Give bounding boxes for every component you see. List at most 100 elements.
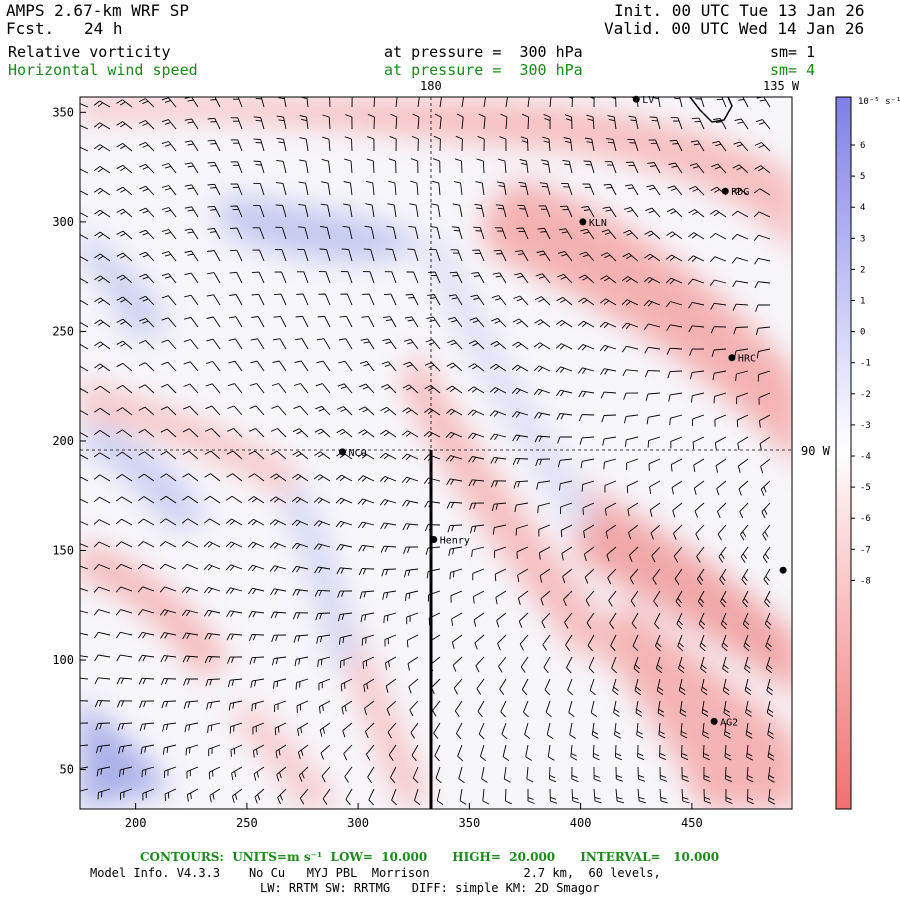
wind-barb [314, 428, 331, 438]
wind-barb [746, 766, 754, 783]
wind-barb [139, 295, 155, 306]
wind-barb [116, 143, 133, 152]
wind-barb [564, 114, 573, 130]
wind-barb [80, 632, 89, 636]
wind-barb [94, 407, 111, 416]
wind-barb [753, 234, 771, 241]
forecast-hours: 24 h [84, 19, 123, 38]
wind-barb [358, 568, 375, 576]
wind-barb [161, 97, 177, 108]
wind-barb [161, 700, 177, 709]
wind-barb [537, 502, 551, 514]
wind-barb [450, 249, 463, 262]
wind-barb [581, 206, 595, 218]
wind-barb [476, 678, 485, 695]
wind-barb [475, 656, 485, 673]
wind-barb [608, 590, 617, 607]
wind-barb [613, 700, 620, 717]
wind-barb [658, 722, 666, 739]
wind-barb [493, 249, 507, 262]
wind-barb [513, 480, 529, 489]
wind-barb [623, 414, 639, 424]
y-tick-label: 350 [52, 105, 74, 119]
wind-barb [292, 428, 309, 438]
contour-info: CONTOURS: UNITS=m s⁻¹ LOW= 10.000 HIGH= … [140, 850, 720, 864]
wind-barb [474, 634, 485, 650]
y-tick-label: 250 [52, 324, 74, 338]
wind-barb [248, 473, 265, 482]
wind-barb [720, 590, 727, 608]
wind-barb [80, 587, 89, 592]
wind-barb [703, 766, 711, 782]
wind-barb [116, 654, 133, 662]
wind-barb [80, 409, 89, 416]
wind-barb [181, 586, 199, 594]
wind-barb [160, 473, 177, 482]
wind-barb [357, 498, 375, 505]
wind-barb [503, 766, 511, 783]
wind-barb [687, 278, 705, 285]
wind-barb [206, 316, 221, 328]
wind-barb [80, 124, 89, 130]
wind-barb [666, 208, 683, 218]
wind-barb [139, 163, 155, 174]
wind-barb [615, 788, 625, 804]
wind-barb [381, 568, 397, 577]
wind-barb [116, 677, 133, 685]
station-label: NCO [349, 448, 367, 459]
wind-barb [702, 722, 710, 739]
wind-barb [337, 590, 353, 598]
colorbar [835, 96, 852, 810]
wind-barb [390, 766, 397, 784]
wind-barb [322, 136, 331, 152]
wind-barb [635, 700, 643, 717]
wind-barb [690, 140, 705, 152]
wind-barb [427, 294, 441, 306]
wind-barb [314, 589, 331, 597]
wind-barb [316, 634, 331, 644]
wind-barb [80, 212, 89, 218]
wind-barb [388, 158, 397, 174]
wind-barb [624, 436, 639, 447]
wind-barb [385, 678, 397, 693]
wind-barb [622, 276, 639, 284]
wind-barb [227, 656, 243, 664]
wind-barb [555, 366, 573, 373]
wind-barb [731, 257, 749, 264]
wind-barb [430, 226, 441, 240]
wind-barb [736, 414, 749, 428]
wind-barb [558, 480, 573, 491]
wind-barb [272, 360, 287, 372]
wind-barb [118, 744, 133, 754]
wind-barb [623, 229, 639, 240]
wind-barb [538, 205, 551, 218]
wind-barb [80, 677, 89, 680]
wind-barb [226, 495, 243, 504]
wind-barb [231, 788, 243, 804]
wind-barb [230, 227, 243, 240]
wind-barb [409, 203, 419, 218]
wind-barb [451, 226, 463, 240]
wind-barb [161, 339, 177, 350]
wind-barb [760, 480, 771, 496]
wind-barb [269, 565, 287, 572]
wind-barb [209, 788, 221, 803]
wind-barb [385, 248, 397, 262]
wind-barb [412, 766, 419, 784]
wind-barb [336, 544, 353, 551]
y-tick-label: 150 [52, 543, 74, 557]
wind-barb [367, 136, 375, 152]
wind-barb [94, 677, 111, 685]
station-label: RDG [731, 187, 749, 198]
wind-barb [115, 563, 133, 570]
wind-barb [637, 766, 646, 782]
wind-barb [203, 564, 221, 571]
station-dot [339, 448, 347, 456]
wind-barb [611, 656, 618, 674]
wind-barb [317, 656, 331, 668]
wind-barb [539, 182, 551, 196]
wind-barb [119, 766, 133, 777]
wind-barb [338, 360, 353, 372]
wind-barb [184, 140, 199, 152]
wind-barb [94, 144, 111, 152]
